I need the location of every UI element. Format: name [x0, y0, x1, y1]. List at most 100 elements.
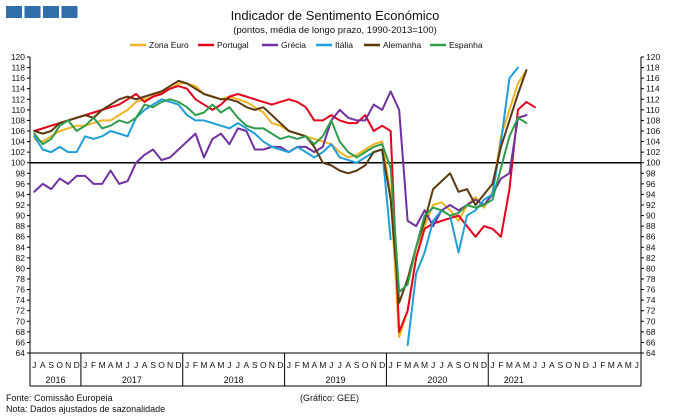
y-tick-label-left: 102 [11, 147, 25, 157]
x-month-label: M [319, 360, 326, 370]
y-tick-label-left: 94 [16, 189, 26, 199]
x-month-label: M [302, 360, 309, 370]
y-tick-label-left: 84 [16, 242, 26, 252]
y-tick-label-right: 108 [646, 115, 660, 125]
x-month-label: J [592, 360, 596, 370]
x-month-label: A [244, 360, 250, 370]
x-month-label: S [558, 360, 564, 370]
y-tick-label-right: 88 [646, 221, 656, 231]
x-year-label: 2018 [224, 375, 244, 385]
y-tick-label-right: 98 [646, 168, 656, 178]
y-tick-label-right: 64 [646, 348, 656, 358]
x-month-label: N [574, 360, 580, 370]
series-line-zona-euro [33, 69, 528, 339]
x-month-label: J [490, 360, 494, 370]
x-month-label: J [541, 360, 545, 370]
x-month-label: J [635, 360, 639, 370]
x-year-label: 2021 [504, 375, 524, 385]
legend-label: Zona Euro [149, 40, 189, 50]
y-tick-label-right: 68 [646, 327, 656, 337]
y-tick-label-left: 74 [16, 295, 26, 305]
x-month-label: D [583, 360, 589, 370]
y-tick-label-right: 90 [646, 211, 656, 221]
chart-legend: Zona Euro Portugal Grécia Itália Alemanha Esp… [130, 40, 483, 50]
x-month-label: A [447, 360, 453, 370]
y-tick-label-right: 86 [646, 232, 656, 242]
y-tick-label-left: 64 [16, 348, 26, 358]
y-tick-label-right: 96 [646, 179, 656, 189]
series-line-alemanha [33, 69, 528, 304]
y-tick-label-right: 82 [646, 253, 656, 263]
x-month-label: N [269, 360, 275, 370]
x-month-label: A [210, 360, 216, 370]
x-month-label: O [464, 360, 471, 370]
x-month-label: A [142, 360, 148, 370]
x-month-label: J [32, 360, 36, 370]
y-tick-label-right: 78 [646, 274, 656, 284]
x-month-label: J [533, 360, 537, 370]
x-month-label: D [481, 360, 487, 370]
y-tick-label-left: 100 [11, 158, 25, 168]
y-tick-label-right: 94 [646, 189, 656, 199]
x-month-label: J [83, 360, 87, 370]
y-tick-label-left: 98 [16, 168, 26, 178]
x-month-label: A [617, 360, 623, 370]
y-tick-label-left: 80 [16, 263, 26, 273]
legend-label: Itália [335, 40, 353, 50]
legend-label: Grécia [281, 40, 306, 50]
x-month-label: J [338, 360, 342, 370]
x-month-label: O [566, 360, 573, 370]
y-tick-label-right: 72 [646, 306, 656, 316]
source-note: Fonte: Comissão Europeia [6, 393, 113, 403]
y-tick-label-left: 96 [16, 179, 26, 189]
x-month-label: M [625, 360, 632, 370]
series-line-grécia [33, 90, 528, 228]
chart-title: Indicador de Sentimento Económico [231, 8, 440, 23]
y-tick-label-left: 70 [16, 316, 26, 326]
x-month-label: D [379, 360, 385, 370]
x-month-label: J [439, 360, 443, 370]
x-month-label: A [311, 360, 317, 370]
y-tick-label-right: 110 [646, 105, 660, 115]
y-tick-label-right: 116 [646, 73, 660, 83]
adjustment-note: Nota: Dados ajustados de sazonalidade [6, 404, 166, 414]
x-month-label: M [200, 360, 207, 370]
x-month-label: S [456, 360, 462, 370]
x-month-label: F [193, 360, 198, 370]
x-month-label: F [600, 360, 605, 370]
x-month-label: N [371, 360, 377, 370]
x-month-label: J [329, 360, 333, 370]
y-tick-label-right: 84 [646, 242, 656, 252]
x-month-label: S [150, 360, 156, 370]
x-month-label: J [389, 360, 393, 370]
y-tick-label-left: 112 [11, 94, 25, 104]
x-year-label: 2020 [427, 375, 447, 385]
y-tick-label-left: 120 [11, 52, 25, 62]
x-month-label: S [252, 360, 258, 370]
x-month-label: A [345, 360, 351, 370]
x-month-label: M [608, 360, 615, 370]
legend-label: Alemanha [383, 40, 422, 50]
y-tick-label-right: 74 [646, 295, 656, 305]
x-month-label: F [397, 360, 402, 370]
x-year-label: 2016 [45, 375, 65, 385]
series-lines [33, 66, 536, 347]
x-month-label: M [116, 360, 123, 370]
x-month-label: A [108, 360, 114, 370]
x-month-label: F [91, 360, 96, 370]
y-axis-right: 6466687072747678808284868890929496981001… [641, 52, 660, 358]
chart-credit: (Gráfico: GEE) [300, 393, 360, 403]
y-tick-label-left: 68 [16, 327, 26, 337]
y-tick-label-left: 104 [11, 137, 25, 147]
y-tick-label-left: 118 [11, 63, 25, 73]
x-month-label: O [56, 360, 63, 370]
y-tick-label-left: 106 [11, 126, 25, 136]
x-month-label: M [506, 360, 513, 370]
x-month-label: N [167, 360, 173, 370]
brand-logo [6, 6, 78, 18]
y-tick-label-left: 82 [16, 253, 26, 263]
x-month-label: J [185, 360, 189, 370]
y-tick-label-left: 66 [16, 337, 26, 347]
y-tick-label-left: 90 [16, 211, 26, 221]
